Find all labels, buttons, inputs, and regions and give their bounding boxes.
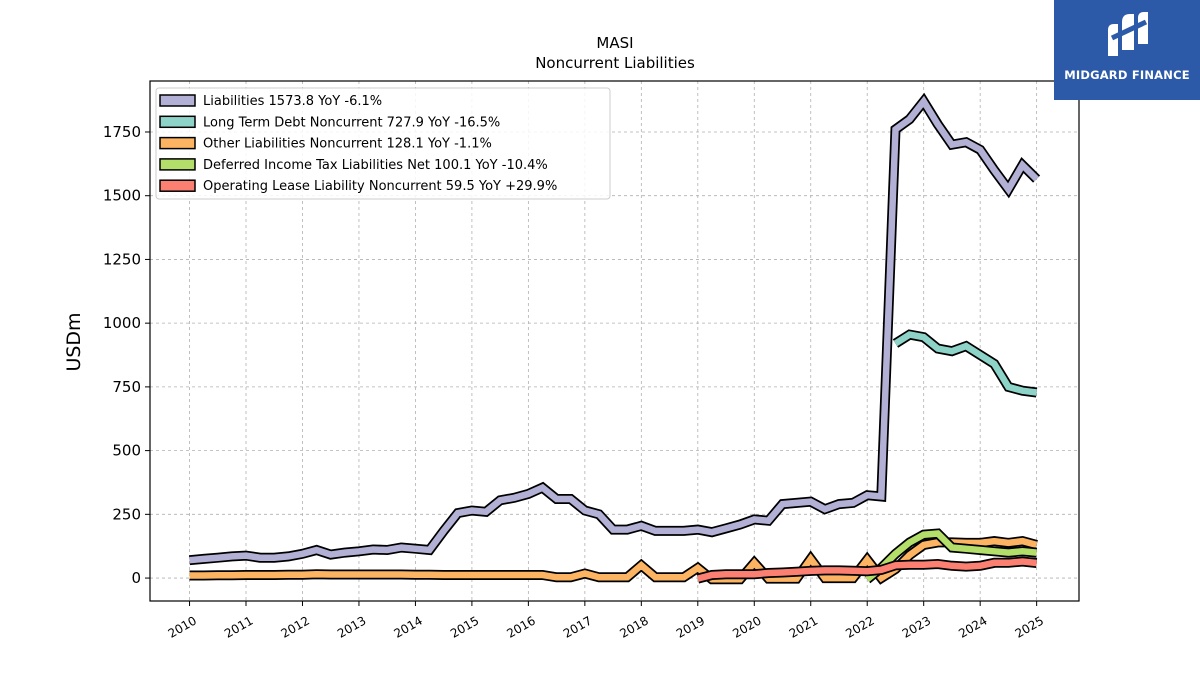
legend-label: Operating Lease Liability Noncurrent 59.… — [203, 179, 557, 194]
legend-swatch — [159, 115, 196, 129]
chart-title: MASI — [596, 34, 633, 52]
legend-label: Other Liabilities Noncurrent 128.1 YoY -… — [203, 137, 492, 152]
x-tick-label: 2021 — [787, 613, 820, 640]
y-tick-label: 1500 — [103, 187, 141, 205]
x-tick-label: 2014 — [391, 613, 424, 640]
legend-item[interactable]: Liabilities 1573.8 YoY -6.1% — [159, 94, 382, 109]
x-tick-label: 2024 — [956, 613, 989, 640]
series-line — [696, 558, 1037, 582]
x-tick-label: 2023 — [900, 613, 933, 640]
y-tick-label: 1250 — [103, 250, 141, 268]
legend-box — [155, 87, 611, 200]
x-tick-label: 2020 — [730, 613, 763, 640]
x-tick-label: 2019 — [674, 613, 707, 640]
x-tick-label: 2016 — [504, 613, 537, 640]
series-line — [189, 95, 1039, 564]
x-tick-label: 2010 — [166, 613, 199, 640]
logo-text: MIDGARD FINANCE — [1064, 68, 1190, 82]
legend[interactable]: Liabilities 1573.8 YoY -6.1% Long Term De… — [155, 87, 611, 200]
x-tick-label: 2011 — [222, 613, 255, 640]
x-tick-label: 2013 — [335, 613, 368, 640]
x-tick-label: 2017 — [561, 613, 594, 640]
legend-item[interactable]: Deferred Income Tax Liabilities Net 100.… — [159, 158, 548, 173]
y-tick-label: 1750 — [103, 123, 141, 141]
logo-mark-icon — [1108, 12, 1148, 56]
x-tick-label: 2025 — [1013, 613, 1046, 640]
series-layer — [189, 92, 1041, 585]
legend-label: Liabilities 1573.8 YoY -6.1% — [203, 94, 382, 109]
y-tick-label: 500 — [112, 442, 141, 460]
legend-item[interactable]: Long Term Debt Noncurrent 727.9 YoY -16.… — [159, 115, 500, 130]
legend-swatch — [159, 158, 196, 171]
legend-item[interactable]: Operating Lease Liability Noncurrent 59.… — [159, 179, 557, 194]
x-axis-ticks: 2010 2011 2012 2013 2014 2015 2016 2017 2018 2019… — [166, 601, 1046, 641]
y-tick-label: 750 — [112, 378, 141, 396]
x-tick-label: 2015 — [448, 613, 481, 640]
chart-subtitle: Noncurrent Liabilities — [535, 54, 695, 72]
x-tick-label: 2012 — [279, 613, 312, 640]
y-tick-label: 0 — [131, 569, 141, 587]
legend-label: Long Term Debt Noncurrent 727.9 YoY -16.… — [203, 115, 500, 130]
x-tick-label: 2018 — [617, 613, 650, 640]
x-tick-label: 2022 — [843, 613, 876, 640]
series-5 — [696, 556, 1038, 584]
series-2 — [892, 329, 1038, 398]
legend-item[interactable]: Other Liabilities Noncurrent 128.1 YoY -… — [159, 136, 492, 152]
series-line — [865, 530, 1037, 582]
plot-frame — [149, 80, 1080, 602]
legend-label: Deferred Income Tax Liabilities Net 100.… — [203, 158, 548, 173]
legend-swatch — [159, 179, 196, 192]
series-4 — [864, 528, 1038, 584]
y-axis-ticks: 0 250 500 750 1000 1250 1500 1750 — [103, 123, 150, 587]
y-axis-label: USDm — [63, 312, 85, 371]
y-tick-label: 250 — [112, 505, 141, 523]
series-line — [893, 331, 1038, 396]
series-1 — [189, 92, 1041, 566]
y-tick-label: 1000 — [103, 314, 141, 332]
midgard-finance-logo: MIDGARD FINANCE — [1054, 0, 1200, 100]
legend-swatch — [159, 136, 196, 150]
legend-swatch — [159, 94, 196, 107]
